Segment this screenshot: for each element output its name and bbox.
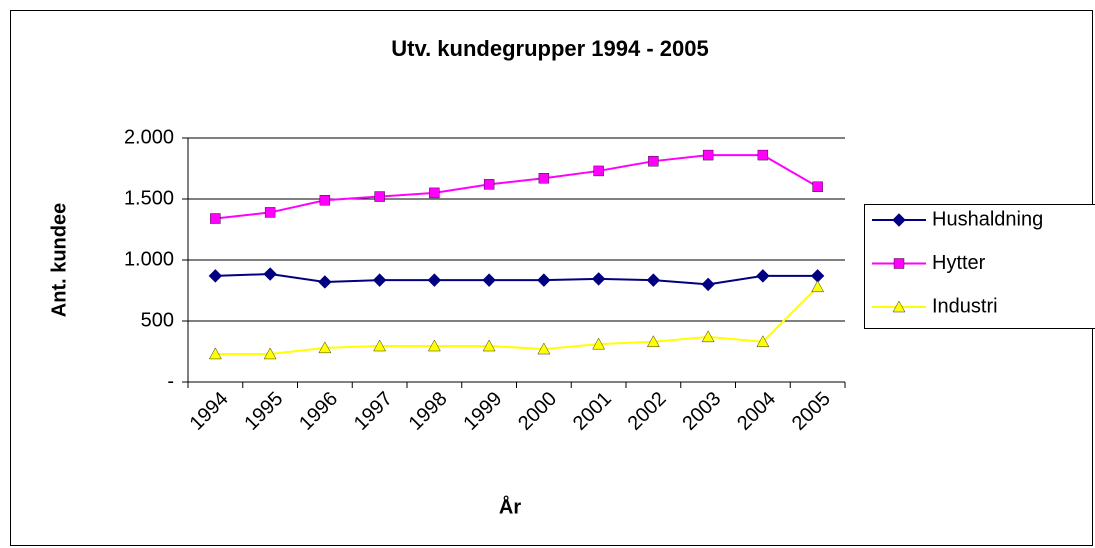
legend-label: Hytter	[932, 252, 986, 274]
data-point	[482, 273, 496, 287]
data-point	[592, 337, 605, 350]
data-point	[263, 267, 277, 281]
data-point	[756, 269, 770, 283]
data-point	[538, 173, 550, 184]
legend-marker	[892, 300, 906, 313]
data-point	[209, 347, 222, 360]
series-line	[215, 286, 819, 355]
y-tick-label: 1.500	[124, 187, 174, 209]
data-point	[319, 195, 331, 206]
data-point	[591, 272, 606, 286]
series-line	[215, 273, 818, 286]
legend-label: Industri	[932, 295, 998, 317]
data-point	[811, 280, 824, 293]
data-point	[756, 335, 770, 347]
data-point	[264, 207, 276, 218]
data-point	[647, 335, 660, 347]
data-point	[482, 339, 496, 352]
x-axis-title: År	[499, 494, 521, 518]
data-point	[318, 275, 332, 289]
data-point	[263, 347, 277, 360]
data-point	[537, 273, 551, 287]
data-point	[427, 273, 442, 287]
legend-marker	[892, 213, 906, 227]
data-point	[757, 149, 769, 161]
data-point	[428, 339, 441, 352]
series-line	[215, 154, 819, 220]
legend-marker	[893, 258, 905, 269]
data-point	[812, 181, 823, 193]
data-point	[648, 155, 659, 167]
y-tick-label: 500	[141, 309, 174, 331]
data-point	[483, 179, 495, 190]
data-point	[701, 277, 715, 292]
y-tick-label: 2.000	[124, 126, 174, 148]
data-point	[701, 330, 715, 343]
data-point	[208, 269, 223, 283]
data-point	[429, 187, 440, 199]
y-tick-label: 1.000	[124, 248, 174, 270]
data-point	[373, 339, 386, 352]
data-point	[537, 342, 551, 355]
data-point	[372, 273, 387, 287]
data-point	[702, 149, 714, 161]
data-point	[646, 273, 661, 287]
data-point	[593, 165, 604, 177]
y-tick-label: -	[167, 370, 174, 392]
data-point	[318, 341, 332, 354]
data-point	[210, 213, 221, 224]
y-axis-title: Ant. kundee	[48, 203, 70, 317]
chart-title: Utv. kundegrupper 1994 - 2005	[391, 36, 709, 61]
data-point	[374, 191, 385, 202]
legend-label: Hushaldning	[932, 208, 1043, 230]
